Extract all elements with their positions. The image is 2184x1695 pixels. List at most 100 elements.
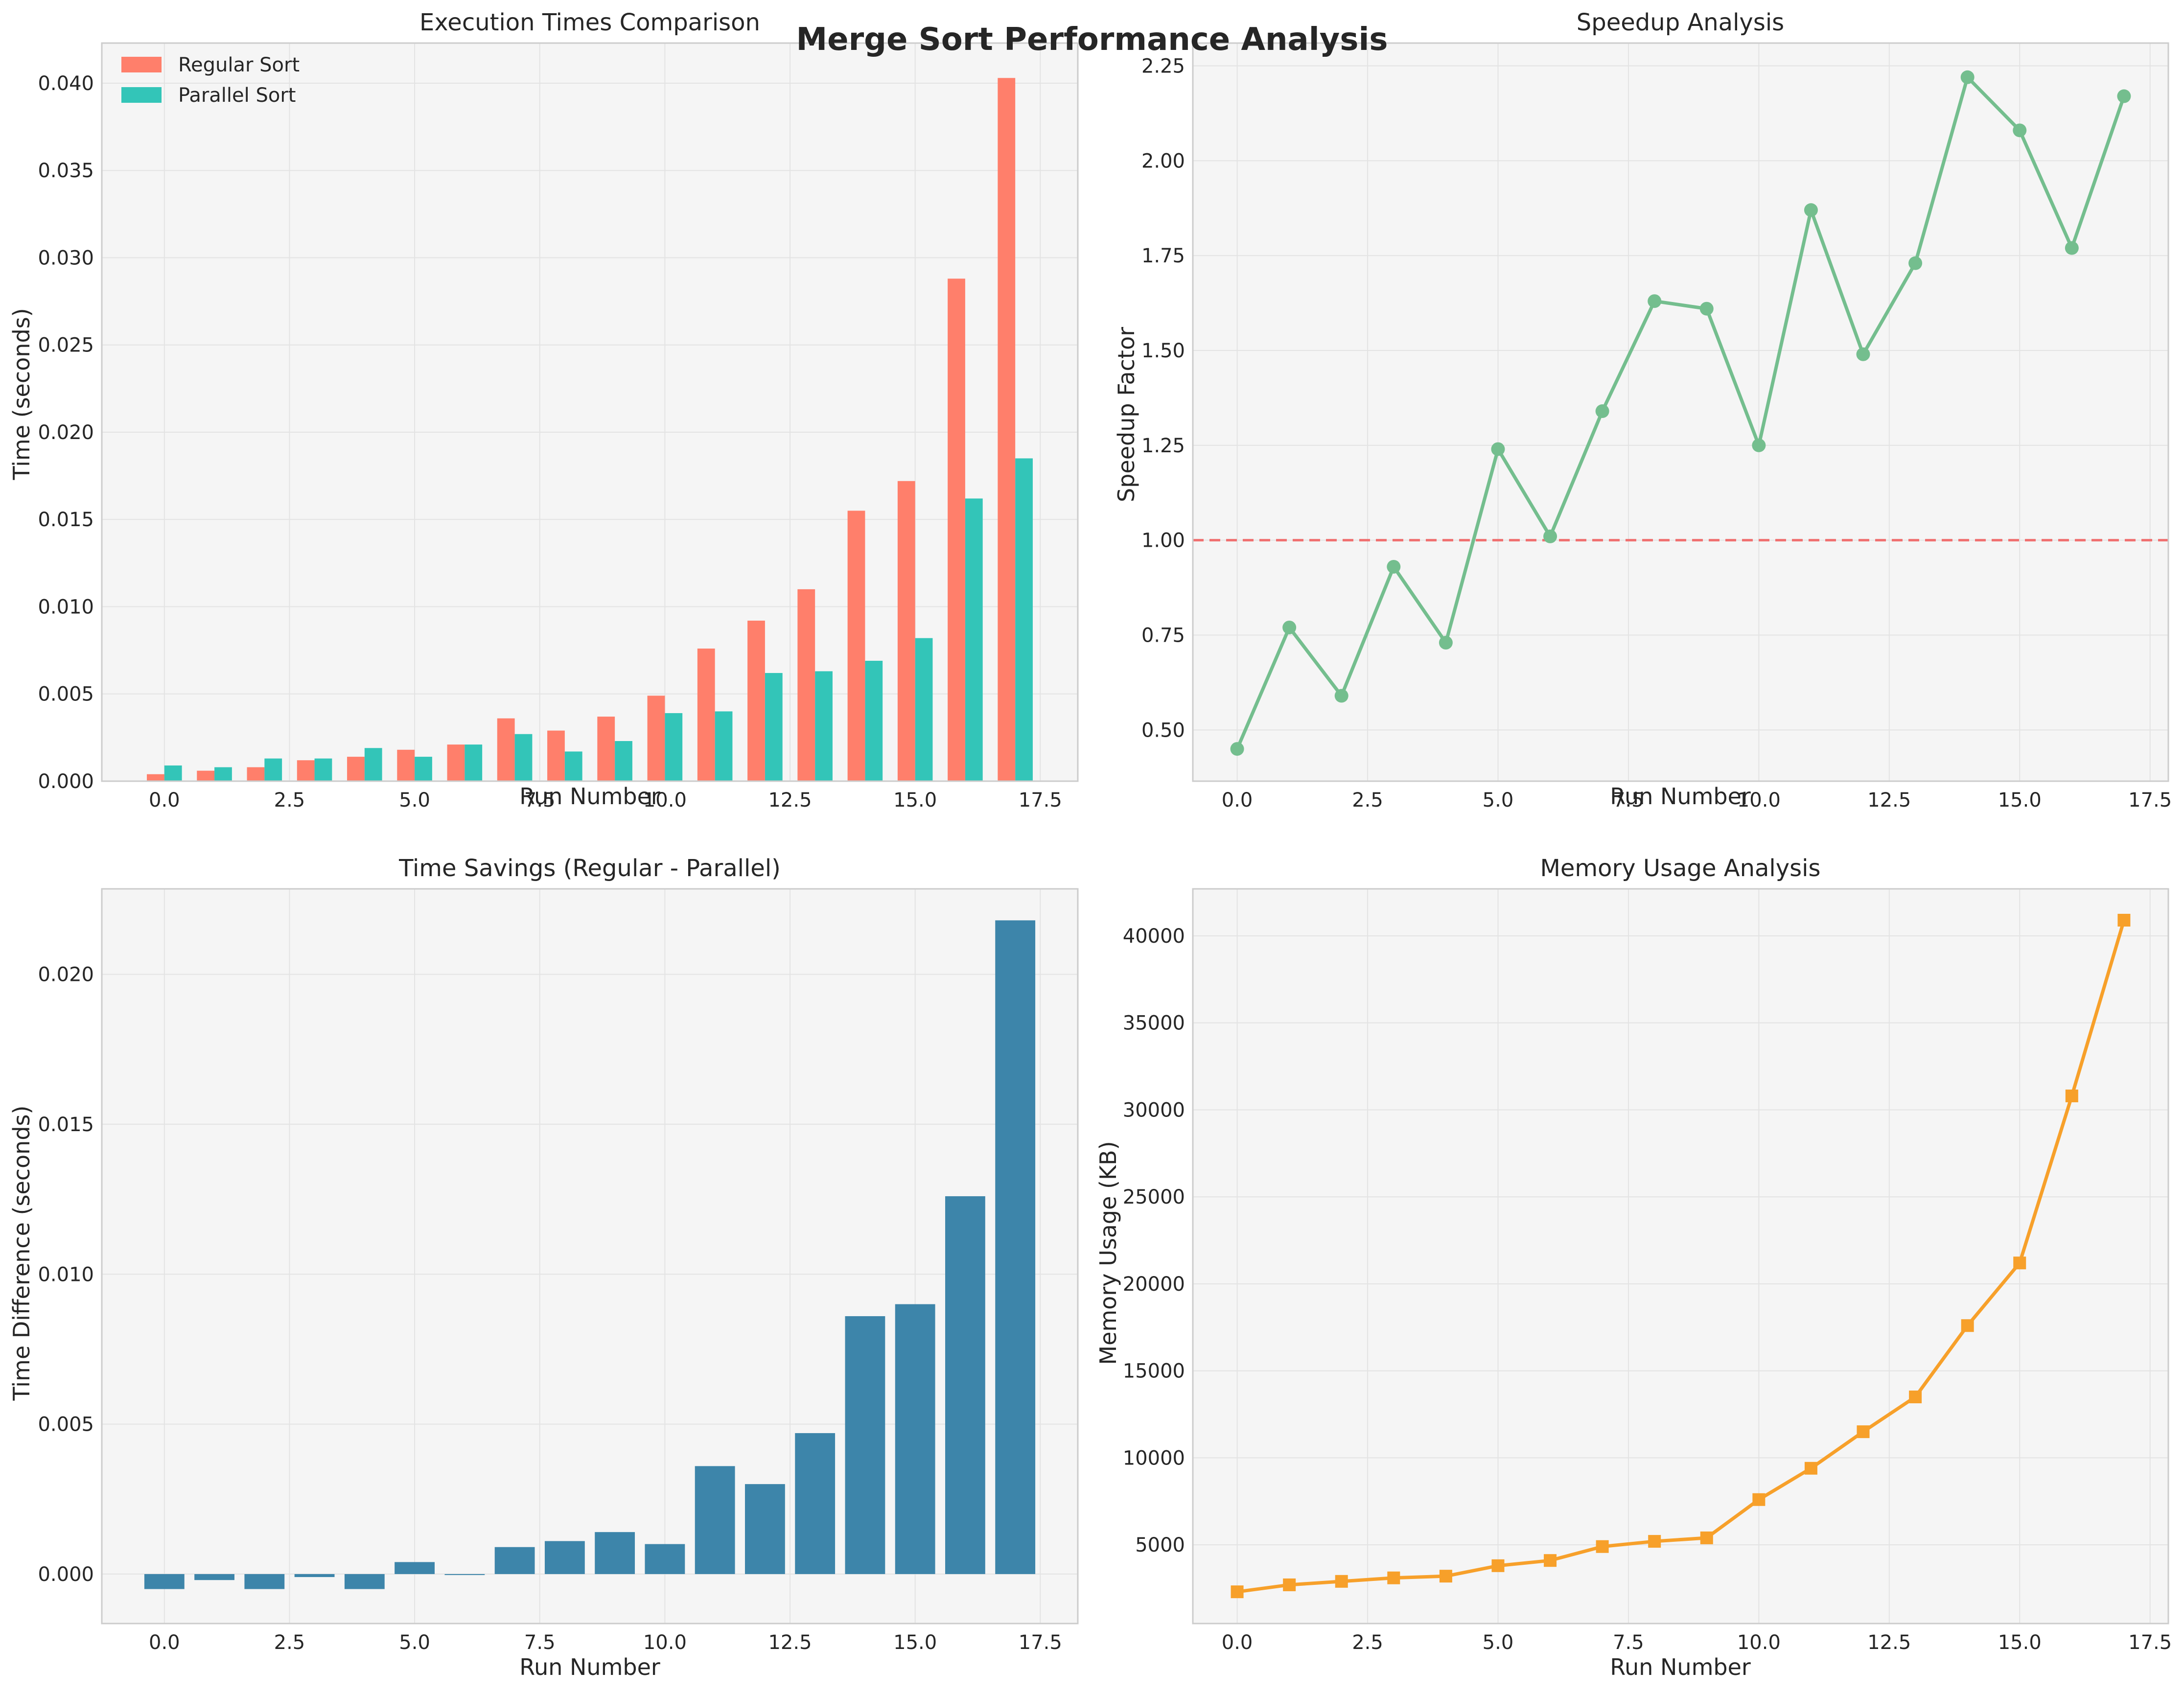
plot-area: [1193, 43, 2168, 781]
bar: [695, 1466, 735, 1574]
data-point: [2065, 1090, 2078, 1103]
x-tick-label: 15.0: [1998, 1631, 2042, 1654]
bar: [895, 1304, 935, 1574]
figure-suptitle: Merge Sort Performance Analysis: [796, 22, 1388, 58]
series-line: [1237, 919, 2126, 1594]
data-point: [1282, 620, 1297, 634]
data-point: [1648, 1535, 1661, 1548]
data-point: [1908, 256, 1923, 270]
x-tick-label: 10.0: [643, 1631, 687, 1654]
x-axis-label: Run Number: [519, 783, 660, 810]
bar: [397, 749, 415, 781]
x-tick-label: 2.5: [1352, 789, 1383, 812]
x-tick-label: 12.5: [768, 789, 812, 812]
data-point: [1856, 347, 1870, 361]
data-point: [1439, 636, 1453, 650]
bar: [965, 498, 983, 781]
bar: [647, 696, 665, 781]
data-point: [1335, 1575, 1348, 1588]
y-axis-label: Time (seconds): [8, 308, 35, 480]
y-tick-label: 0.020: [38, 421, 94, 444]
bar: [197, 770, 215, 781]
x-tick-label: 17.5: [1019, 789, 1062, 812]
x-tick-label: 7.5: [1613, 789, 1644, 812]
data-point: [1231, 1585, 1244, 1599]
data-point: [1752, 438, 1766, 452]
data-point: [1491, 1559, 1505, 1572]
y-tick-label: 0.030: [38, 247, 94, 269]
y-tick-label: 0.015: [38, 1114, 94, 1136]
plot-layer: 0.50 0.75 1.00 1.25 1.50 1.75 2.00 2.25 0.0 2.5 5.…: [1141, 42, 2172, 812]
data-point: [1804, 1462, 1817, 1475]
plot-layer: 5000 10000 15000 20000 25000 30000 35000 40000 0…: [1123, 888, 2172, 1654]
bar: [214, 767, 232, 781]
bar: [164, 765, 182, 781]
y-tick-label: 0.010: [38, 1263, 94, 1286]
x-tick-label: 10.0: [1737, 1631, 1781, 1654]
plot-frame: [101, 42, 1079, 782]
data-point: [1334, 689, 1348, 703]
y-tick-label: 15000: [1123, 1360, 1185, 1383]
x-tick-label: 10.0: [643, 789, 687, 812]
x-tick-label: 15.0: [1998, 789, 2042, 812]
x-axis-label: Run Number: [519, 1654, 660, 1680]
bar: [314, 758, 332, 781]
y-tick-label: 0.005: [38, 1414, 94, 1436]
y-tick-label: 10000: [1123, 1447, 1185, 1469]
x-tick-label: 0.0: [149, 789, 180, 812]
x-tick-label: 12.5: [1867, 789, 1911, 812]
bar: [244, 1574, 285, 1589]
bar: [998, 78, 1016, 781]
data-point: [1543, 529, 1557, 543]
bar: [415, 757, 432, 781]
bar: [915, 638, 933, 781]
x-tick-label: 17.5: [2128, 789, 2172, 812]
bar: [544, 1541, 585, 1574]
legend-swatch: [121, 87, 162, 103]
y-tick-label: 0.75: [1141, 625, 1185, 647]
x-tick-label: 17.5: [2128, 1631, 2172, 1654]
x-tick-label: 15.0: [893, 1631, 937, 1654]
x-tick-label: 5.0: [399, 789, 430, 812]
y-tick-label: 2.25: [1141, 55, 1185, 78]
y-tick-label: 25000: [1123, 1186, 1185, 1208]
y-tick-label: 40000: [1123, 925, 1185, 948]
bar: [847, 511, 865, 781]
data-point: [1544, 1554, 1557, 1567]
data-point: [1283, 1578, 1296, 1591]
x-tick-label: 5.0: [1483, 789, 1514, 812]
chart-title: Execution Times Comparison: [419, 9, 760, 36]
bar: [747, 621, 765, 781]
bar: [347, 757, 365, 781]
data-point: [1491, 442, 1505, 456]
bar: [194, 1574, 234, 1580]
x-tick-label: 7.5: [524, 1631, 556, 1654]
x-tick-label: 15.0: [893, 789, 937, 812]
bar: [797, 589, 815, 781]
data-point: [2117, 89, 2131, 103]
data-point: [2065, 241, 2079, 255]
y-tick-label: 0.015: [38, 509, 94, 531]
y-tick-label: 1.25: [1141, 435, 1185, 457]
bar: [447, 744, 465, 781]
plot-area: [1193, 889, 2168, 1624]
data-point: [1699, 302, 1714, 316]
y-tick-label: 1.50: [1141, 340, 1185, 362]
bar: [247, 767, 265, 781]
data-point: [1596, 1540, 1609, 1553]
y-tick-label: 30000: [1123, 1099, 1185, 1121]
y-tick-label: 0.025: [38, 334, 94, 357]
x-tick-label: 7.5: [1613, 1631, 1644, 1654]
bar: [615, 741, 632, 781]
x-tick-label: 2.5: [1352, 1631, 1383, 1654]
data-point: [2117, 913, 2131, 927]
bar: [597, 717, 615, 781]
bar: [264, 758, 282, 781]
bar: [665, 713, 683, 781]
x-tick-label: 17.5: [1019, 1631, 1062, 1654]
bar: [395, 1562, 435, 1574]
bar: [795, 1433, 836, 1574]
series-line: [1235, 75, 2126, 750]
chart-title: Speedup Analysis: [1577, 9, 1784, 36]
